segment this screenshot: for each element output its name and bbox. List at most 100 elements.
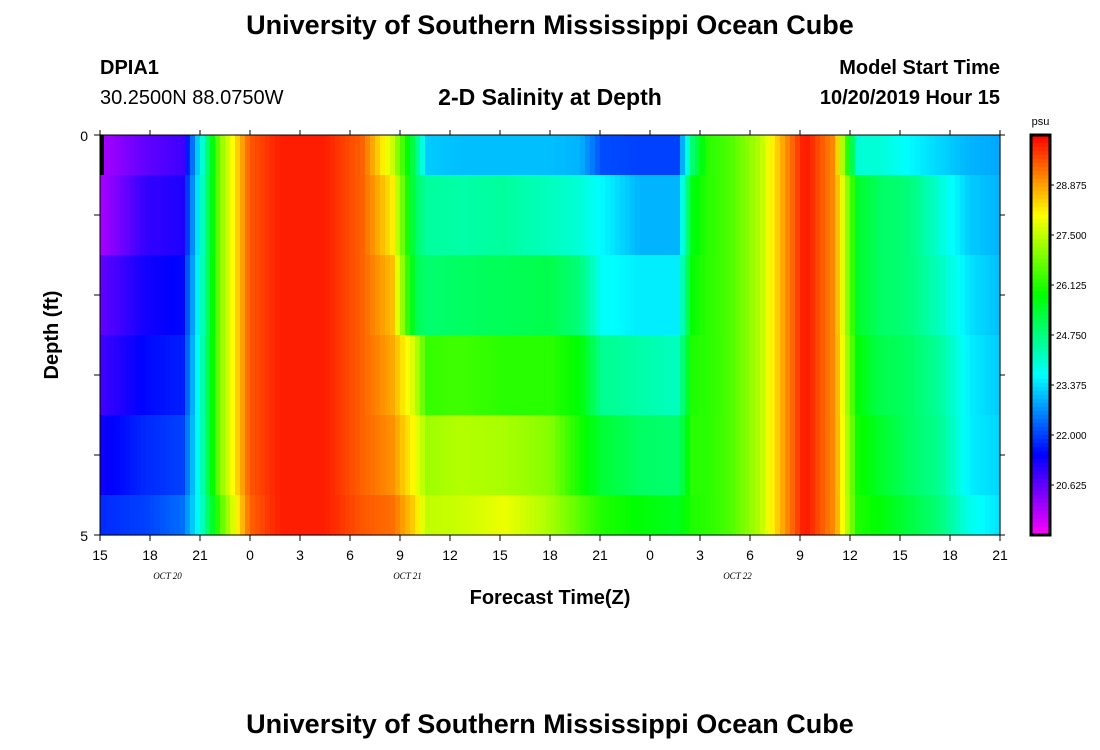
heatmap-cell: [580, 495, 586, 536]
heatmap-cell: [860, 415, 866, 496]
heatmap-cell: [935, 335, 941, 416]
heatmap-cell: [980, 175, 986, 256]
colorbar-segment: [1031, 199, 1050, 204]
heatmap-cell: [470, 255, 476, 336]
heatmap-cell: [970, 495, 976, 536]
colorbar-segment: [1031, 295, 1050, 300]
heatmap-cell: [420, 175, 426, 256]
colorbar-segment: [1031, 159, 1050, 164]
heatmap-cell: [865, 495, 871, 536]
heatmap-cell: [105, 255, 111, 336]
colorbar-segment: [1031, 143, 1050, 148]
heatmap-cell: [735, 415, 741, 496]
heatmap-cell: [280, 255, 286, 336]
heatmap-cell: [810, 415, 816, 496]
heatmap-cell: [815, 175, 821, 256]
heatmap-cell: [430, 135, 436, 176]
heatmap-cell: [890, 135, 896, 176]
heatmap-cell: [800, 175, 806, 256]
heatmap-cell: [255, 175, 261, 256]
x-axis-title: Forecast Time(Z): [470, 587, 631, 609]
heatmap-cell: [985, 335, 991, 416]
heatmap-cell: [560, 135, 566, 176]
heatmap-cell: [845, 255, 851, 336]
heatmap-cell: [995, 135, 1001, 176]
heatmap-cell: [835, 135, 841, 176]
x-tick-label: 21: [592, 547, 608, 563]
colorbar-segment: [1031, 311, 1050, 316]
heatmap-cell: [920, 255, 926, 336]
heatmap-cell: [360, 255, 366, 336]
heatmap-cell: [215, 135, 221, 176]
heatmap-cell: [280, 175, 286, 256]
heatmap-cell: [900, 335, 906, 416]
heatmap-cell: [580, 175, 586, 256]
heatmap-cell: [365, 335, 371, 416]
heatmap-cell: [855, 335, 861, 416]
heatmap-cell: [160, 255, 166, 336]
heatmap-cell: [885, 415, 891, 496]
heatmap-cell: [240, 335, 246, 416]
heatmap-cell: [935, 175, 941, 256]
heatmap-cell: [300, 175, 306, 256]
heatmap-cell: [780, 175, 786, 256]
heatmap-cell: [500, 175, 506, 256]
heatmap-cell: [530, 255, 536, 336]
heatmap-cell: [250, 135, 256, 176]
heatmap-cell: [730, 135, 736, 176]
heatmap-cell: [310, 495, 316, 536]
heatmap-cell: [960, 255, 966, 336]
heatmap-cell: [370, 335, 376, 416]
heatmap-cell: [130, 495, 136, 536]
heatmap-cell: [600, 415, 606, 496]
heatmap-cell: [305, 415, 311, 496]
heatmap-cell: [140, 175, 146, 256]
heatmap-cell: [180, 135, 186, 176]
x-tick-label: 3: [696, 547, 704, 563]
heatmap-cell: [135, 255, 141, 336]
colorbar-segment: [1031, 203, 1050, 208]
heatmap-cell: [620, 415, 626, 496]
heatmap-cell: [120, 335, 126, 416]
heatmap-cell: [870, 415, 876, 496]
heatmap-cell: [520, 175, 526, 256]
heatmap-cell: [840, 255, 846, 336]
heatmap-cell: [550, 415, 556, 496]
heatmap-cell: [765, 255, 771, 336]
heatmap-cell: [370, 255, 376, 336]
heatmap-cell: [505, 415, 511, 496]
heatmap-cell: [830, 335, 836, 416]
heatmap-cell: [610, 135, 616, 176]
heatmap-cell: [340, 495, 346, 536]
heatmap-cell: [930, 335, 936, 416]
heatmap-cell: [865, 135, 871, 176]
heatmap-cell: [825, 255, 831, 336]
heatmap-cell: [200, 175, 206, 256]
heatmap-cell: [865, 335, 871, 416]
colorbar-segment: [1031, 271, 1050, 276]
heatmap-cell: [385, 495, 391, 536]
heatmap-cell: [975, 415, 981, 496]
colorbar-segment: [1031, 291, 1050, 296]
heatmap-cell: [575, 135, 581, 176]
heatmap-cell: [235, 495, 241, 536]
heatmap-cell: [115, 175, 121, 256]
heatmap-cell: [455, 135, 461, 176]
heatmap-cell: [695, 415, 701, 496]
heatmap-cell: [765, 335, 771, 416]
heatmap-cell: [420, 415, 426, 496]
heatmap-cell: [620, 175, 626, 256]
heatmap-cell: [770, 175, 776, 256]
heatmap-cell: [960, 175, 966, 256]
heatmap-cell: [580, 335, 586, 416]
heatmap-cell: [960, 135, 966, 176]
heatmap-cell: [310, 175, 316, 256]
heatmap-cell: [340, 135, 346, 176]
heatmap-cell: [400, 335, 406, 416]
colorbar-segment: [1031, 331, 1050, 336]
heatmap-cell: [435, 335, 441, 416]
heatmap-cell: [640, 495, 646, 536]
heatmap-cell: [185, 495, 191, 536]
heatmap-cell: [775, 135, 781, 176]
heatmap-cell: [330, 335, 336, 416]
